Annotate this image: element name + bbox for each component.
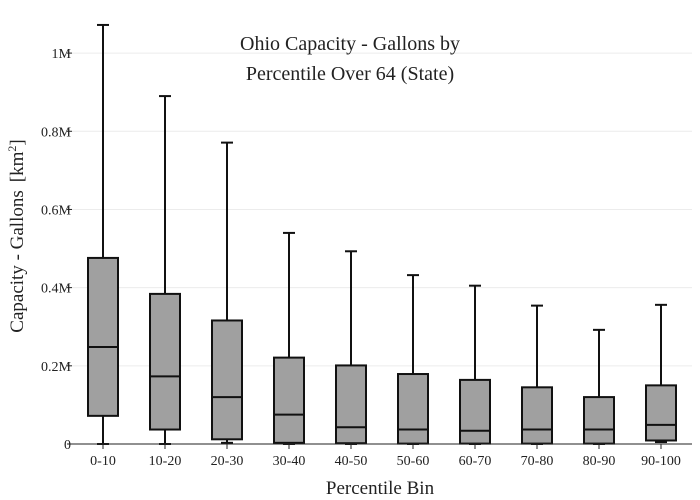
y-tick-label: 0 xyxy=(64,438,71,453)
box-0-10 xyxy=(87,23,119,445)
y-tick-label: 0.4M xyxy=(41,282,72,297)
box-iqr xyxy=(583,396,615,445)
x-axis-ticks: 0-10 10-20 20-30 30-40 40-50 50-60 60-70 70-80 8… xyxy=(90,444,681,469)
x-tick-label: 80-90 xyxy=(583,454,616,469)
x-tick-label: 20-30 xyxy=(211,454,244,469)
x-tick-label: 40-50 xyxy=(335,454,368,469)
y-tick-label: 0.2M xyxy=(41,360,72,375)
y-axis-title-label: Capacity - Gallons xyxy=(7,190,28,332)
y-axis-title-unit-base: km xyxy=(7,151,28,176)
x-axis-title: Percentile Bin xyxy=(326,478,435,499)
y-tick-label: 1M xyxy=(52,47,72,62)
box-iqr xyxy=(459,378,491,445)
chart-title-line-1: Ohio Capacity - Gallons by xyxy=(240,33,460,55)
x-tick-label: 10-20 xyxy=(149,454,182,469)
box-60-70 xyxy=(459,284,491,445)
box-20-30 xyxy=(211,141,243,444)
box-iqr xyxy=(521,386,553,445)
y-axis-title-group: Capacity - Gallons [km2] xyxy=(5,139,28,332)
x-tick-label: 60-70 xyxy=(459,454,492,469)
box-iqr xyxy=(335,364,367,445)
y-axis-title-unit-close: ] xyxy=(7,139,28,145)
grid-lines xyxy=(72,52,692,367)
box-iqr xyxy=(211,319,243,441)
boxes xyxy=(87,23,677,445)
y-axis-ticks: 0 0.2M 0.4M 0.6M 0.8M 1M xyxy=(41,47,72,453)
y-axis-title: Capacity - Gallons [km2] xyxy=(5,139,28,332)
box-iqr xyxy=(273,356,305,444)
box-90-100 xyxy=(645,303,677,444)
box-80-90 xyxy=(583,328,615,445)
x-tick-label: 90-100 xyxy=(641,454,681,469)
box-10-20 xyxy=(149,95,181,445)
box-50-60 xyxy=(397,274,429,445)
box-iqr xyxy=(645,384,677,442)
chart-title-line-2: Percentile Over 64 (State) xyxy=(246,63,454,85)
x-tick-label: 0-10 xyxy=(90,454,116,469)
y-axis-title-unit-exponent: 2 xyxy=(5,146,19,152)
y-axis-title-unit-open: [ xyxy=(7,176,28,182)
y-tick-label: 0.8M xyxy=(41,125,72,140)
box-iqr xyxy=(149,292,181,431)
x-tick-label: 50-60 xyxy=(397,454,430,469)
box-30-40 xyxy=(273,231,305,445)
x-tick-label: 30-40 xyxy=(273,454,306,469)
box-40-50 xyxy=(335,250,367,445)
box-70-80 xyxy=(521,304,553,445)
box-iqr xyxy=(87,256,119,417)
x-tick-label: 70-80 xyxy=(521,454,554,469)
y-tick-label: 0.6M xyxy=(41,203,72,218)
box-iqr xyxy=(397,373,429,445)
